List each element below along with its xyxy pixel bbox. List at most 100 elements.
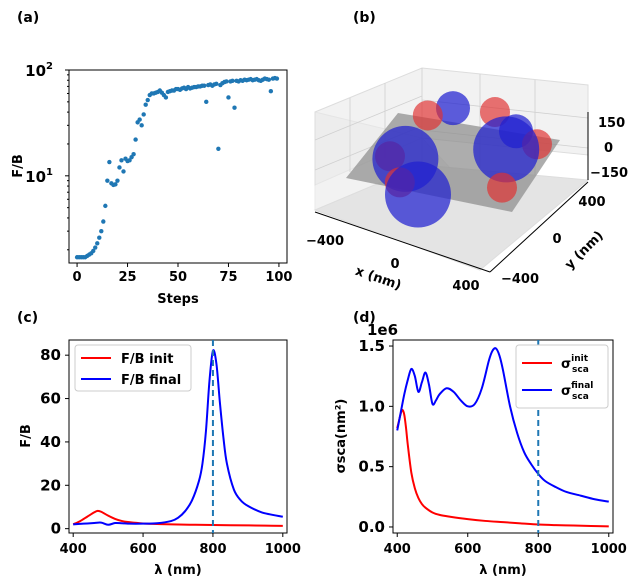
panel-c-legend: F/B init F/B final	[74, 344, 192, 392]
panel-a-point	[113, 182, 118, 187]
panel-c-xtick-label: 1000	[265, 542, 301, 557]
panel-c-chart: 400 600 800 1000 0 20 40 60 80 λ (nm) F/B F/B in…	[19, 339, 301, 578]
panel-a-point	[115, 178, 120, 183]
b-ztick-0: 150	[598, 116, 625, 131]
panel-a-point	[97, 235, 102, 240]
sphere-blue	[473, 116, 540, 183]
panel-d-ytick-label: 1.0	[358, 397, 385, 415]
b-ytick-2: 400	[578, 195, 605, 210]
panel-c-ytick-label: 40	[40, 433, 61, 451]
panel-a-point	[143, 102, 148, 107]
panel-a-point	[133, 137, 138, 142]
legend-label-init: F/B init	[121, 352, 173, 367]
panel-c-ytick-label: 0	[51, 520, 61, 538]
b-xtick-1: 0	[390, 257, 399, 272]
sigma-final-main: σ	[561, 384, 571, 399]
sphere-red	[412, 100, 443, 131]
sigma-init-sup: init	[571, 354, 589, 364]
panel-d-frame	[392, 339, 614, 534]
panel-d-xlabel: λ (nm)	[479, 563, 526, 578]
panel-d-legend-box	[515, 344, 609, 409]
legend-label-sigma-final: σfinal sca	[561, 381, 593, 402]
y-axis-line	[489, 181, 589, 273]
panel-a-point	[230, 78, 235, 84]
panel-a-point	[119, 158, 124, 163]
panel-d-xtick-label: 400	[384, 542, 411, 557]
panel-c-series-final	[73, 349, 284, 526]
panel-d-ytick-label: 1.5	[358, 337, 385, 355]
sigma-init-main: σ	[561, 357, 571, 372]
sigma-final-sup: final	[571, 381, 593, 391]
panel-c-ylabel: F/B	[19, 424, 34, 448]
panel-a-frame	[68, 69, 288, 264]
legend-label-sigma-init: σinit sca	[561, 354, 589, 375]
panel-a-point	[139, 123, 144, 128]
panel-d-xtick-label: 1000	[591, 542, 627, 557]
panel-c-ytick-label: 20	[40, 476, 61, 494]
sigma-init-sub: sca	[572, 365, 589, 375]
panel-a-point	[99, 228, 104, 234]
panel-a-ylabel: F/B	[11, 154, 26, 178]
panel-a-point	[93, 245, 98, 250]
panel-a-point	[101, 219, 106, 224]
panel-d-xtick-label: 800	[525, 542, 552, 557]
b-ztick-1: 0	[604, 141, 613, 156]
panel-label-a: (a)	[17, 10, 39, 26]
panel-a-point	[117, 165, 122, 170]
panel-c-xlabel: λ (nm)	[154, 563, 201, 578]
panel-d-series-init	[396, 408, 609, 528]
panel-a-point	[137, 117, 142, 122]
panel-d-ylabel: σsca(nm²)	[334, 399, 349, 474]
panel-c-xtick-label: 400	[60, 542, 87, 557]
panel-a-point	[226, 95, 231, 100]
panel-a-point	[163, 95, 169, 100]
panel-c-xtick-label: 800	[199, 542, 226, 557]
panel-a-point	[232, 105, 237, 110]
b-ylabel: y (nm)	[562, 228, 606, 272]
panel-a-point	[127, 158, 132, 163]
panel-a-xtick-label: 0	[73, 270, 82, 285]
panel-a-point	[266, 77, 272, 82]
panel-label-c: (c)	[17, 310, 38, 326]
panel-c-ytick-label: 60	[40, 390, 61, 408]
sphere-red	[487, 172, 517, 203]
panel-b-3d-plot: −400 0 400 −400 0 400 150 0 −150 x (nm) …	[306, 67, 628, 294]
panel-c-series-init	[72, 509, 283, 527]
panel-a-point	[95, 241, 100, 246]
panel-d-legend: σinit sca σfinal sca	[515, 344, 609, 409]
x-axis-line	[314, 211, 491, 273]
panel-d-offset-label: 1e6	[367, 321, 398, 339]
panel-a-xtick-label: 50	[169, 270, 187, 285]
panel-a-point	[121, 169, 126, 174]
panel-a-point	[145, 97, 150, 103]
panel-c-xtick-label: 600	[129, 542, 156, 557]
panel-a-ytick-exponent: 1	[46, 167, 53, 178]
panel-a-ytick-label: 101	[25, 167, 53, 186]
panel-a-chart: 0 25 50 75 100 101 102 Steps F/B	[11, 61, 292, 307]
panel-a-point	[105, 178, 110, 183]
panel-d-xtick-label: 600	[454, 542, 481, 557]
panel-a-point	[131, 152, 136, 157]
legend-label-final: F/B final	[121, 373, 181, 388]
panel-a-point	[91, 248, 96, 254]
sigma-final-sub: sca	[572, 392, 589, 402]
panel-d-ytick-label: 0.0	[358, 518, 385, 536]
panel-a-xtick-label: 25	[118, 270, 136, 285]
panel-a-xtick-label: 100	[265, 270, 292, 285]
b-ztick-2: −150	[590, 166, 628, 181]
panel-a-xtick-label: 75	[219, 270, 237, 285]
panel-a-point	[224, 79, 229, 84]
b-ytick-1: 0	[552, 232, 561, 247]
panel-a-point	[216, 146, 221, 152]
panel-a-ytick-exponent: 2	[46, 61, 53, 72]
b-xtick-0: −400	[306, 234, 344, 249]
sphere-blue	[385, 161, 451, 228]
panel-d-series-final	[396, 347, 609, 503]
b-ytick-0: −400	[501, 272, 539, 287]
panel-a-point	[103, 203, 108, 209]
sphere-blue	[436, 91, 470, 126]
panel-c-frame	[68, 339, 288, 534]
panel-a-point	[268, 89, 274, 94]
